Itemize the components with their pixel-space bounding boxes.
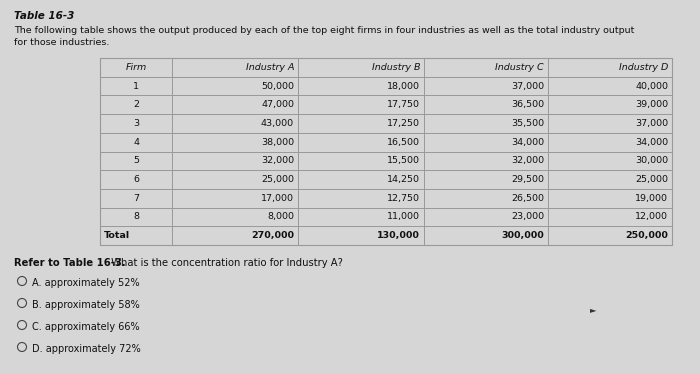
- Text: 11,000: 11,000: [387, 213, 420, 222]
- Text: 34,000: 34,000: [635, 138, 668, 147]
- Text: 32,000: 32,000: [511, 156, 544, 165]
- Text: 47,000: 47,000: [261, 100, 294, 109]
- Text: 1: 1: [133, 82, 139, 91]
- Text: 50,000: 50,000: [261, 82, 294, 91]
- Text: 300,000: 300,000: [501, 231, 544, 240]
- Text: 7: 7: [133, 194, 139, 203]
- Text: 8: 8: [133, 213, 139, 222]
- Text: Firm: Firm: [125, 63, 146, 72]
- Text: Industry B: Industry B: [372, 63, 420, 72]
- Text: 16,500: 16,500: [387, 138, 420, 147]
- Text: 6: 6: [133, 175, 139, 184]
- Text: What is the concentration ratio for Industry A?: What is the concentration ratio for Indu…: [108, 258, 343, 268]
- Text: 8,000: 8,000: [267, 213, 294, 222]
- Text: B. approximately 58%: B. approximately 58%: [32, 300, 140, 310]
- Text: Industry C: Industry C: [496, 63, 544, 72]
- Text: 12,750: 12,750: [387, 194, 420, 203]
- Text: for those industries.: for those industries.: [14, 38, 109, 47]
- Text: 32,000: 32,000: [261, 156, 294, 165]
- Text: 19,000: 19,000: [635, 194, 668, 203]
- Text: 25,000: 25,000: [261, 175, 294, 184]
- Text: 130,000: 130,000: [377, 231, 420, 240]
- Text: D. approximately 72%: D. approximately 72%: [32, 344, 141, 354]
- Text: 12,000: 12,000: [635, 213, 668, 222]
- Text: A. approximately 52%: A. approximately 52%: [32, 278, 139, 288]
- Text: 35,500: 35,500: [511, 119, 544, 128]
- Text: 270,000: 270,000: [251, 231, 294, 240]
- Text: 39,000: 39,000: [635, 100, 668, 109]
- Text: 14,250: 14,250: [387, 175, 420, 184]
- Text: 26,500: 26,500: [511, 194, 544, 203]
- Text: 17,250: 17,250: [387, 119, 420, 128]
- Text: Industry D: Industry D: [619, 63, 668, 72]
- Text: 43,000: 43,000: [261, 119, 294, 128]
- Text: 34,000: 34,000: [511, 138, 544, 147]
- Text: Refer to Table 16-3.: Refer to Table 16-3.: [14, 258, 125, 268]
- Text: 17,000: 17,000: [261, 194, 294, 203]
- Text: Industry A: Industry A: [246, 63, 294, 72]
- Text: 4: 4: [133, 138, 139, 147]
- Text: Table 16-3: Table 16-3: [14, 11, 74, 21]
- Text: 17,750: 17,750: [387, 100, 420, 109]
- Text: 25,000: 25,000: [635, 175, 668, 184]
- Text: 29,500: 29,500: [511, 175, 544, 184]
- Text: 5: 5: [133, 156, 139, 165]
- Text: 37,000: 37,000: [635, 119, 668, 128]
- Text: Total: Total: [104, 231, 130, 240]
- Text: 30,000: 30,000: [635, 156, 668, 165]
- Text: 36,500: 36,500: [511, 100, 544, 109]
- Text: 15,500: 15,500: [387, 156, 420, 165]
- Text: 250,000: 250,000: [625, 231, 668, 240]
- Text: 2: 2: [133, 100, 139, 109]
- Text: 18,000: 18,000: [387, 82, 420, 91]
- Text: The following table shows the output produced by each of the top eight firms in : The following table shows the output pro…: [14, 26, 634, 35]
- Text: 40,000: 40,000: [635, 82, 668, 91]
- Text: 38,000: 38,000: [261, 138, 294, 147]
- Bar: [100, 58, 672, 245]
- Text: ►: ►: [590, 305, 596, 314]
- Text: 23,000: 23,000: [511, 213, 544, 222]
- Text: 3: 3: [133, 119, 139, 128]
- Text: C. approximately 66%: C. approximately 66%: [32, 322, 139, 332]
- Text: 37,000: 37,000: [511, 82, 544, 91]
